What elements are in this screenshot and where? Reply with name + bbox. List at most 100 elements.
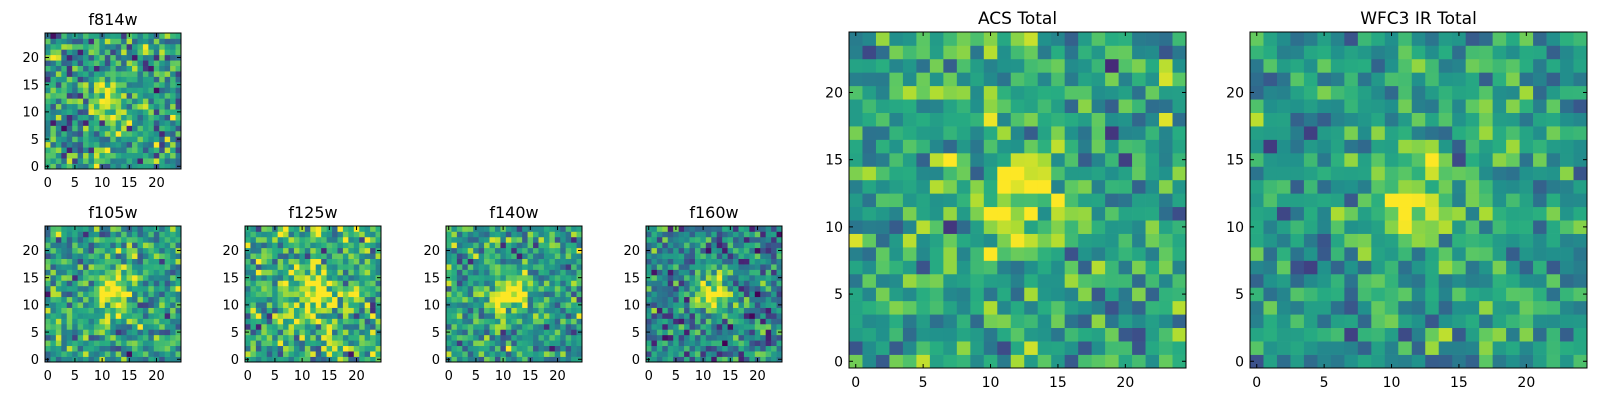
heatmap-cell	[99, 280, 106, 287]
heatmap-cell	[494, 323, 501, 330]
heatmap-cell	[1250, 179, 1264, 194]
heatmap-cell	[1344, 220, 1359, 234]
heatmap-cell	[142, 38, 149, 45]
heatmap-cell	[283, 231, 289, 238]
heatmap-cell	[148, 264, 155, 270]
heatmap-cell	[462, 345, 469, 352]
heatmap-cell	[1105, 139, 1119, 154]
heatmap-cell	[689, 231, 696, 238]
heatmap-cell	[1132, 233, 1146, 248]
heatmap-cell	[1357, 273, 1372, 288]
heatmap-cell	[77, 302, 84, 308]
heatmap-cell	[50, 103, 57, 110]
heatmap-cell	[93, 130, 100, 137]
heatmap-cell	[326, 302, 333, 308]
heatmap-cell	[694, 247, 701, 254]
heatmap-cell	[956, 152, 971, 167]
heatmap-cell	[266, 291, 273, 298]
heatmap-cell	[533, 226, 539, 232]
heatmap-cell	[473, 236, 479, 243]
heatmap-cell	[694, 318, 701, 325]
heatmap-cell	[1560, 58, 1574, 73]
heatmap-cell	[164, 329, 171, 336]
heatmap-cell	[765, 323, 772, 330]
heatmap-cell	[277, 280, 284, 287]
heatmap-cell	[72, 87, 78, 94]
heatmap-cell	[473, 247, 479, 254]
heatmap-cell	[45, 65, 51, 72]
heatmap-cell	[115, 318, 122, 325]
heatmap-cell	[549, 274, 556, 281]
heatmap-cell	[293, 274, 300, 281]
heatmap-cell	[722, 345, 728, 352]
heatmap-cell	[255, 307, 262, 314]
heatmap-cell	[1452, 45, 1467, 60]
heatmap-cell	[776, 242, 783, 249]
heatmap-cell	[489, 226, 496, 232]
heatmap-cell	[505, 307, 512, 314]
heatmap-cell	[1290, 233, 1305, 248]
heatmap-cell	[451, 253, 458, 259]
heatmap-cell	[1091, 341, 1106, 355]
heatmap-cell	[272, 329, 278, 336]
heatmap-cell	[902, 58, 917, 73]
heatmap-cell	[1452, 287, 1467, 302]
heatmap-cell	[678, 307, 685, 314]
heatmap-cell	[83, 236, 89, 243]
heatmap-cell	[543, 242, 550, 249]
heatmap-cell	[722, 236, 728, 243]
heatmap-cell	[1506, 72, 1520, 87]
heatmap-cell	[1465, 233, 1480, 248]
heatmap-cell	[55, 158, 62, 164]
y-tick-label: 20	[22, 244, 39, 259]
heatmap-cell	[50, 49, 57, 56]
heatmap-cell	[571, 307, 577, 314]
heatmap-cell	[1411, 85, 1426, 100]
heatmap-cell	[527, 274, 534, 281]
heatmap-cell	[565, 351, 572, 357]
heatmap-cell	[667, 323, 674, 330]
heatmap-cell	[1303, 273, 1318, 288]
heatmap-cell	[689, 242, 696, 249]
heatmap-cell	[50, 141, 57, 148]
heatmap-cell	[93, 65, 100, 72]
heatmap-cell	[1384, 32, 1399, 46]
heatmap-cell	[245, 313, 251, 319]
x-tick-label: 15	[1450, 375, 1468, 391]
heatmap-cell	[1037, 139, 1052, 154]
heatmap-cell	[164, 280, 171, 287]
heatmap-cell	[929, 260, 944, 275]
heatmap-cell	[1479, 139, 1493, 154]
y-tick-label: 20	[22, 51, 39, 66]
heatmap-cell	[1276, 260, 1291, 275]
heatmap-cell	[549, 356, 556, 363]
heatmap-cell	[115, 258, 122, 265]
heatmap-cell	[983, 314, 998, 329]
heatmap-cell	[1533, 314, 1547, 329]
heatmap-cell	[484, 302, 490, 308]
heatmap-cell	[678, 356, 685, 363]
x-tick-label: 15	[722, 369, 739, 384]
heatmap-cell	[1573, 260, 1588, 275]
heatmap-cell	[277, 318, 284, 325]
heatmap-cell	[862, 126, 877, 140]
heatmap-cell	[489, 313, 496, 319]
heatmap-cell	[997, 220, 1012, 234]
heatmap-cell	[175, 269, 182, 276]
heatmap-cell	[353, 264, 360, 270]
heatmap-cell	[667, 351, 674, 357]
heatmap-cell	[533, 264, 539, 270]
heatmap-cell	[738, 307, 745, 314]
heatmap-cell	[478, 253, 485, 259]
heatmap-cell	[88, 291, 95, 298]
heatmap-cell	[255, 313, 262, 319]
heatmap-cell	[673, 291, 679, 298]
heatmap-cell	[175, 231, 182, 238]
heatmap-cell	[484, 231, 490, 238]
heatmap-cell	[673, 285, 679, 292]
heatmap-cell	[132, 158, 138, 164]
heatmap-cell	[505, 280, 512, 287]
heatmap-cell	[765, 351, 772, 357]
heatmap-cell	[889, 193, 904, 208]
heatmap-cell	[148, 81, 155, 88]
